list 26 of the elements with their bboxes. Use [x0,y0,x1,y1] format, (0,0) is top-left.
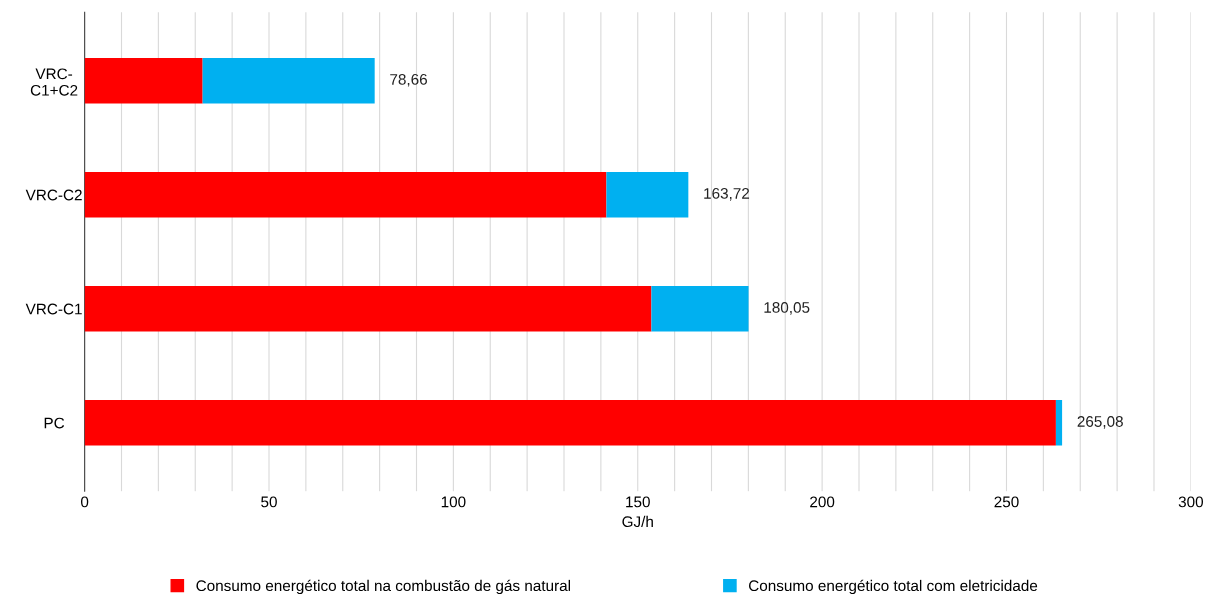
y-tick-label: VRC-C1 [25,303,82,315]
y-tick-label: PC [44,417,65,429]
bar [202,57,375,104]
total-label: 180,05 [764,302,810,315]
x-tick-label: 50 [261,496,277,508]
x-tick-label: 100 [441,496,466,508]
x-tick-label: 300 [1178,496,1204,508]
bar [84,399,1056,446]
x-tick-label: 250 [994,496,1019,508]
bar [651,285,749,332]
bar [1055,399,1063,446]
y-tick-label: VRC- C1+C2 [30,68,78,96]
total-label: 78,66 [390,73,427,87]
legend-label: Consumo energético total com eletricidade [749,579,1038,595]
x-axis-title: GJ/h [622,515,653,528]
total-label: 265,08 [1077,416,1123,429]
y-tick-label: VRC-C2 [25,189,82,201]
bar [84,57,203,104]
bar [84,171,607,218]
x-tick-label: 150 [626,496,650,508]
total-label: 163,72 [704,188,750,201]
legend-label: Consumo energético total na combustão de gás natural [196,579,571,595]
bar [84,285,652,332]
bar [606,171,689,218]
x-tick-label: 0 [80,496,89,508]
x-tick-label: 200 [810,496,835,508]
